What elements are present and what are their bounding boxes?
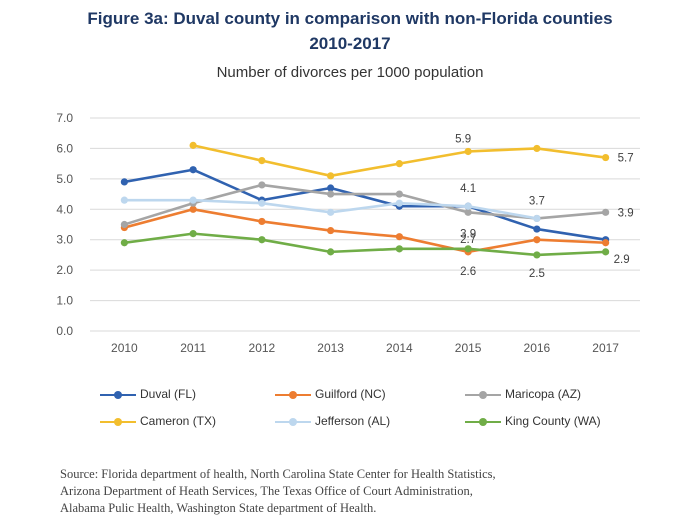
data-label: 3.7	[529, 195, 545, 207]
y-tick-label: 4.0	[56, 202, 73, 216]
chart-title: Figure 3a: Duval county in comparison wi…	[87, 9, 613, 28]
chart-title-years: 2010-2017	[309, 34, 391, 53]
data-label: 5.7	[618, 153, 634, 165]
series-point	[120, 239, 128, 247]
source-note: Source: Florida department of health, No…	[60, 466, 680, 517]
source-line-1: Source: Florida department of health, No…	[60, 467, 496, 481]
series-point	[395, 233, 403, 241]
series-point	[189, 166, 197, 174]
series-point	[395, 190, 403, 198]
series-point	[258, 199, 266, 207]
data-label: 3.9	[618, 207, 634, 219]
data-label: 4.1	[460, 183, 476, 195]
data-label: 2.9	[614, 254, 630, 266]
y-tick-label: 0.0	[56, 324, 73, 338]
legend-item-maricopa: Maricopa (AZ)	[465, 387, 581, 401]
series-point	[258, 157, 266, 165]
legend-label-jefferson: Jefferson (AL)	[315, 414, 391, 428]
series-point	[258, 181, 266, 189]
legend-label-duval: Duval (FL)	[140, 387, 197, 401]
series-point	[327, 190, 335, 198]
series-point	[120, 196, 128, 204]
legend-label-king-county: King County (WA)	[505, 414, 601, 428]
chart-subtitle: Number of divorces per 1000 population	[216, 64, 484, 81]
data-label: 2.5	[529, 268, 545, 280]
series-point	[327, 208, 335, 216]
x-tick-label: 2015	[455, 341, 482, 355]
series-point	[395, 160, 403, 168]
series-point	[602, 239, 610, 247]
series-point	[189, 230, 197, 238]
x-tick-label: 2017	[592, 341, 619, 355]
y-tick-label: 2.0	[56, 263, 73, 277]
series-point	[189, 141, 197, 149]
x-tick-label: 2016	[524, 341, 551, 355]
line-chart: 0.0 1.0 2.0 3.0 4.0 5.0 6.0 7.0 2010 2011 2012 2013…	[56, 111, 640, 355]
x-tick-label: 2010	[111, 341, 138, 355]
series-point	[258, 217, 266, 226]
series-point	[327, 248, 335, 256]
legend-item-cameron: Cameron (TX)	[100, 414, 216, 428]
legend-swatch-guilford	[275, 390, 311, 399]
y-tick-label: 3.0	[56, 233, 73, 247]
series-point	[327, 172, 335, 180]
data-label: 5.9	[455, 133, 471, 145]
series-point	[395, 199, 403, 207]
series-point	[464, 202, 472, 210]
series-point	[464, 208, 472, 216]
series-point	[120, 220, 128, 229]
legend-swatch-king-county	[465, 417, 501, 426]
legend-item-jefferson: Jefferson (AL)	[275, 414, 390, 428]
legend-item-guilford: Guilford (NC)	[275, 387, 386, 401]
legend-item-king-county: King County (WA)	[465, 414, 601, 428]
series-line	[123, 232, 607, 257]
legend-label-cameron: Cameron (TX)	[140, 414, 217, 428]
y-tick-label: 6.0	[56, 141, 73, 155]
legend-label-guilford: Guilford (NC)	[315, 387, 386, 401]
series-point	[464, 147, 472, 156]
legend-swatch-cameron	[100, 417, 136, 426]
series-point	[464, 245, 472, 253]
series-point	[602, 153, 610, 162]
series-point	[602, 208, 610, 216]
series-point	[533, 236, 541, 244]
y-tick-label: 7.0	[56, 111, 73, 125]
data-label: 2.7	[460, 234, 476, 246]
series-point	[602, 248, 610, 256]
series-point	[395, 245, 403, 253]
series-point	[533, 214, 541, 223]
series-point	[327, 226, 335, 235]
x-tick-label: 2011	[180, 341, 206, 355]
legend-item-duval: Duval (FL)	[100, 387, 196, 401]
legend-label-maricopa: Maricopa (AZ)	[505, 387, 582, 401]
x-tick-label: 2012	[249, 341, 276, 355]
legend-swatch-maricopa	[465, 390, 501, 399]
legend-swatch-jefferson	[275, 417, 311, 426]
source-line-3: Alabama Pulic Health, Washington State d…	[60, 501, 377, 515]
data-label: 3.9	[460, 228, 476, 240]
y-tick-label: 5.0	[56, 172, 73, 186]
series-point	[533, 225, 541, 233]
x-tick-label: 2014	[386, 341, 413, 355]
series-line	[123, 168, 607, 242]
series-line	[123, 207, 607, 254]
series-point	[120, 178, 128, 186]
y-tick-label: 1.0	[56, 294, 73, 308]
series-point	[189, 196, 197, 204]
series-point	[327, 184, 335, 192]
data-label: 2.6	[460, 266, 476, 278]
series-point	[533, 251, 541, 259]
legend-swatch-duval	[100, 390, 136, 399]
series-point	[533, 144, 541, 153]
x-tick-label: 2013	[317, 341, 344, 355]
series-point	[258, 236, 266, 244]
source-line-2: Arizona Department of Heath Services, Th…	[60, 484, 473, 498]
series-point	[189, 205, 197, 213]
